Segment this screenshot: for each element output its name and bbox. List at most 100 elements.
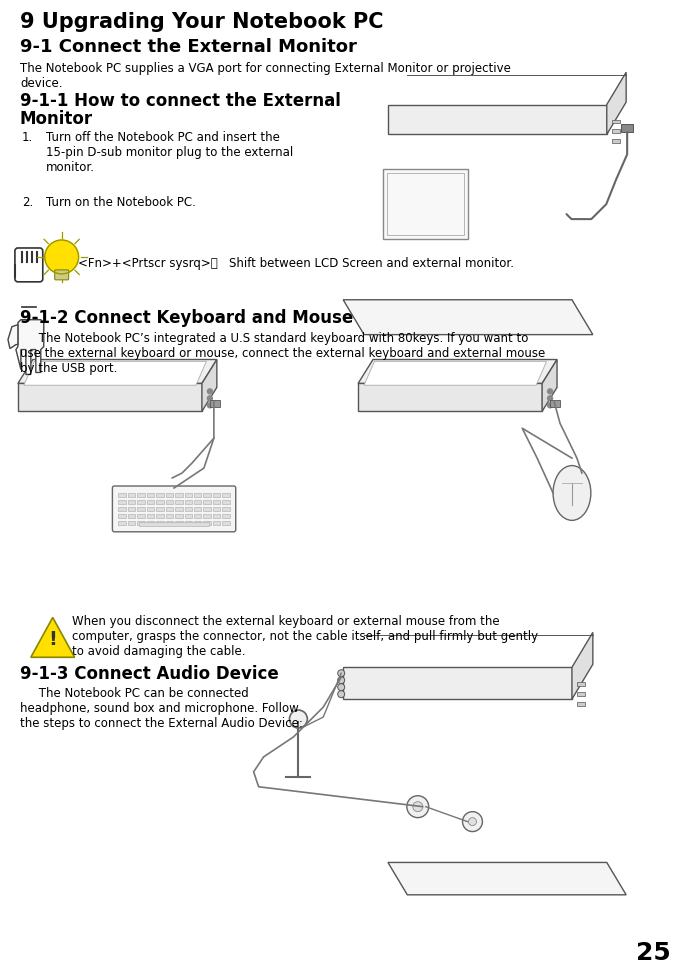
FancyBboxPatch shape — [175, 500, 182, 504]
FancyBboxPatch shape — [175, 514, 182, 518]
FancyBboxPatch shape — [204, 514, 211, 518]
FancyBboxPatch shape — [137, 507, 145, 511]
FancyBboxPatch shape — [222, 500, 230, 504]
Polygon shape — [572, 632, 593, 699]
FancyBboxPatch shape — [204, 500, 211, 504]
Circle shape — [547, 403, 552, 408]
FancyBboxPatch shape — [112, 486, 236, 532]
Text: 9-1-3 Connect Audio Device: 9-1-3 Connect Audio Device — [20, 665, 279, 684]
Polygon shape — [388, 862, 626, 895]
FancyBboxPatch shape — [128, 500, 135, 504]
FancyBboxPatch shape — [184, 514, 192, 518]
Text: the steps to connect the External Audio Device:: the steps to connect the External Audio … — [20, 717, 303, 730]
Polygon shape — [607, 72, 626, 134]
Circle shape — [290, 710, 308, 728]
FancyBboxPatch shape — [156, 500, 164, 504]
FancyBboxPatch shape — [577, 702, 585, 706]
FancyBboxPatch shape — [147, 507, 154, 511]
Text: 9-1-2 Connect Keyboard and Mouse: 9-1-2 Connect Keyboard and Mouse — [20, 309, 353, 326]
Polygon shape — [24, 361, 207, 385]
Text: When you disconnect the external keyboard or external mouse from the: When you disconnect the external keyboar… — [71, 616, 499, 628]
Polygon shape — [343, 667, 572, 699]
Circle shape — [45, 240, 78, 274]
FancyBboxPatch shape — [147, 493, 154, 497]
Polygon shape — [364, 361, 547, 385]
Polygon shape — [542, 359, 557, 412]
FancyBboxPatch shape — [137, 520, 145, 525]
FancyBboxPatch shape — [137, 500, 145, 504]
FancyBboxPatch shape — [119, 520, 126, 525]
FancyBboxPatch shape — [175, 507, 182, 511]
FancyBboxPatch shape — [213, 500, 220, 504]
FancyBboxPatch shape — [213, 507, 220, 511]
FancyBboxPatch shape — [184, 507, 192, 511]
FancyBboxPatch shape — [119, 500, 126, 504]
FancyBboxPatch shape — [204, 493, 211, 497]
FancyBboxPatch shape — [213, 493, 220, 497]
Text: 9-1 Connect the External Monitor: 9-1 Connect the External Monitor — [20, 38, 357, 56]
FancyBboxPatch shape — [166, 493, 173, 497]
Text: 1.: 1. — [22, 131, 33, 145]
FancyBboxPatch shape — [156, 514, 164, 518]
Text: !: ! — [49, 630, 57, 649]
FancyBboxPatch shape — [194, 493, 202, 497]
Ellipse shape — [553, 465, 591, 520]
Text: Monitor: Monitor — [20, 110, 93, 127]
Text: Turn off the Notebook PC and insert the
15-pin D-sub monitor plug to the externa: Turn off the Notebook PC and insert the … — [46, 131, 293, 175]
FancyBboxPatch shape — [166, 507, 173, 511]
Text: 9-1-1 How to connect the External: 9-1-1 How to connect the External — [20, 91, 341, 110]
Polygon shape — [202, 359, 217, 412]
Polygon shape — [16, 319, 44, 375]
FancyBboxPatch shape — [577, 683, 585, 686]
FancyBboxPatch shape — [222, 520, 230, 525]
FancyBboxPatch shape — [166, 520, 173, 525]
FancyBboxPatch shape — [137, 514, 145, 518]
FancyBboxPatch shape — [175, 493, 182, 497]
FancyBboxPatch shape — [184, 520, 192, 525]
FancyBboxPatch shape — [194, 520, 202, 525]
FancyBboxPatch shape — [204, 520, 211, 525]
FancyBboxPatch shape — [213, 514, 220, 518]
Polygon shape — [18, 384, 202, 412]
Polygon shape — [18, 359, 217, 384]
Text: The Notebook PC’s integrated a U.S standard keyboard with 80keys. If you want to: The Notebook PC’s integrated a U.S stand… — [20, 332, 528, 345]
Text: The Notebook PC can be connected: The Notebook PC can be connected — [20, 687, 249, 700]
Polygon shape — [343, 300, 593, 335]
FancyBboxPatch shape — [184, 493, 192, 497]
FancyBboxPatch shape — [156, 507, 164, 511]
Circle shape — [547, 389, 552, 394]
Text: to avoid damaging the cable.: to avoid damaging the cable. — [71, 646, 245, 658]
FancyBboxPatch shape — [119, 507, 126, 511]
Circle shape — [207, 396, 212, 401]
Text: 2.: 2. — [22, 196, 33, 209]
FancyBboxPatch shape — [137, 493, 145, 497]
FancyBboxPatch shape — [194, 500, 202, 504]
FancyBboxPatch shape — [194, 514, 202, 518]
Text: Turn on the Notebook PC.: Turn on the Notebook PC. — [46, 196, 195, 209]
Polygon shape — [388, 105, 607, 134]
FancyBboxPatch shape — [612, 129, 620, 133]
Circle shape — [547, 396, 552, 401]
FancyBboxPatch shape — [119, 514, 126, 518]
FancyBboxPatch shape — [612, 119, 620, 123]
Text: 9 Upgrading Your Notebook PC: 9 Upgrading Your Notebook PC — [20, 12, 383, 32]
FancyBboxPatch shape — [222, 493, 230, 497]
FancyBboxPatch shape — [147, 514, 154, 518]
FancyBboxPatch shape — [577, 692, 585, 696]
FancyBboxPatch shape — [194, 507, 202, 511]
FancyBboxPatch shape — [210, 400, 220, 407]
Text: computer, grasps the connector, not the cable itself, and pull firmly but gently: computer, grasps the connector, not the … — [71, 630, 538, 644]
FancyBboxPatch shape — [166, 500, 173, 504]
FancyBboxPatch shape — [550, 400, 560, 407]
Text: by the USB port.: by the USB port. — [20, 361, 117, 375]
FancyBboxPatch shape — [612, 140, 620, 144]
FancyBboxPatch shape — [128, 493, 135, 497]
Polygon shape — [30, 618, 75, 657]
Polygon shape — [358, 359, 557, 384]
FancyBboxPatch shape — [147, 500, 154, 504]
FancyBboxPatch shape — [213, 520, 220, 525]
FancyBboxPatch shape — [621, 124, 633, 132]
Text: 25: 25 — [636, 941, 671, 965]
FancyBboxPatch shape — [139, 521, 209, 526]
FancyBboxPatch shape — [156, 493, 164, 497]
